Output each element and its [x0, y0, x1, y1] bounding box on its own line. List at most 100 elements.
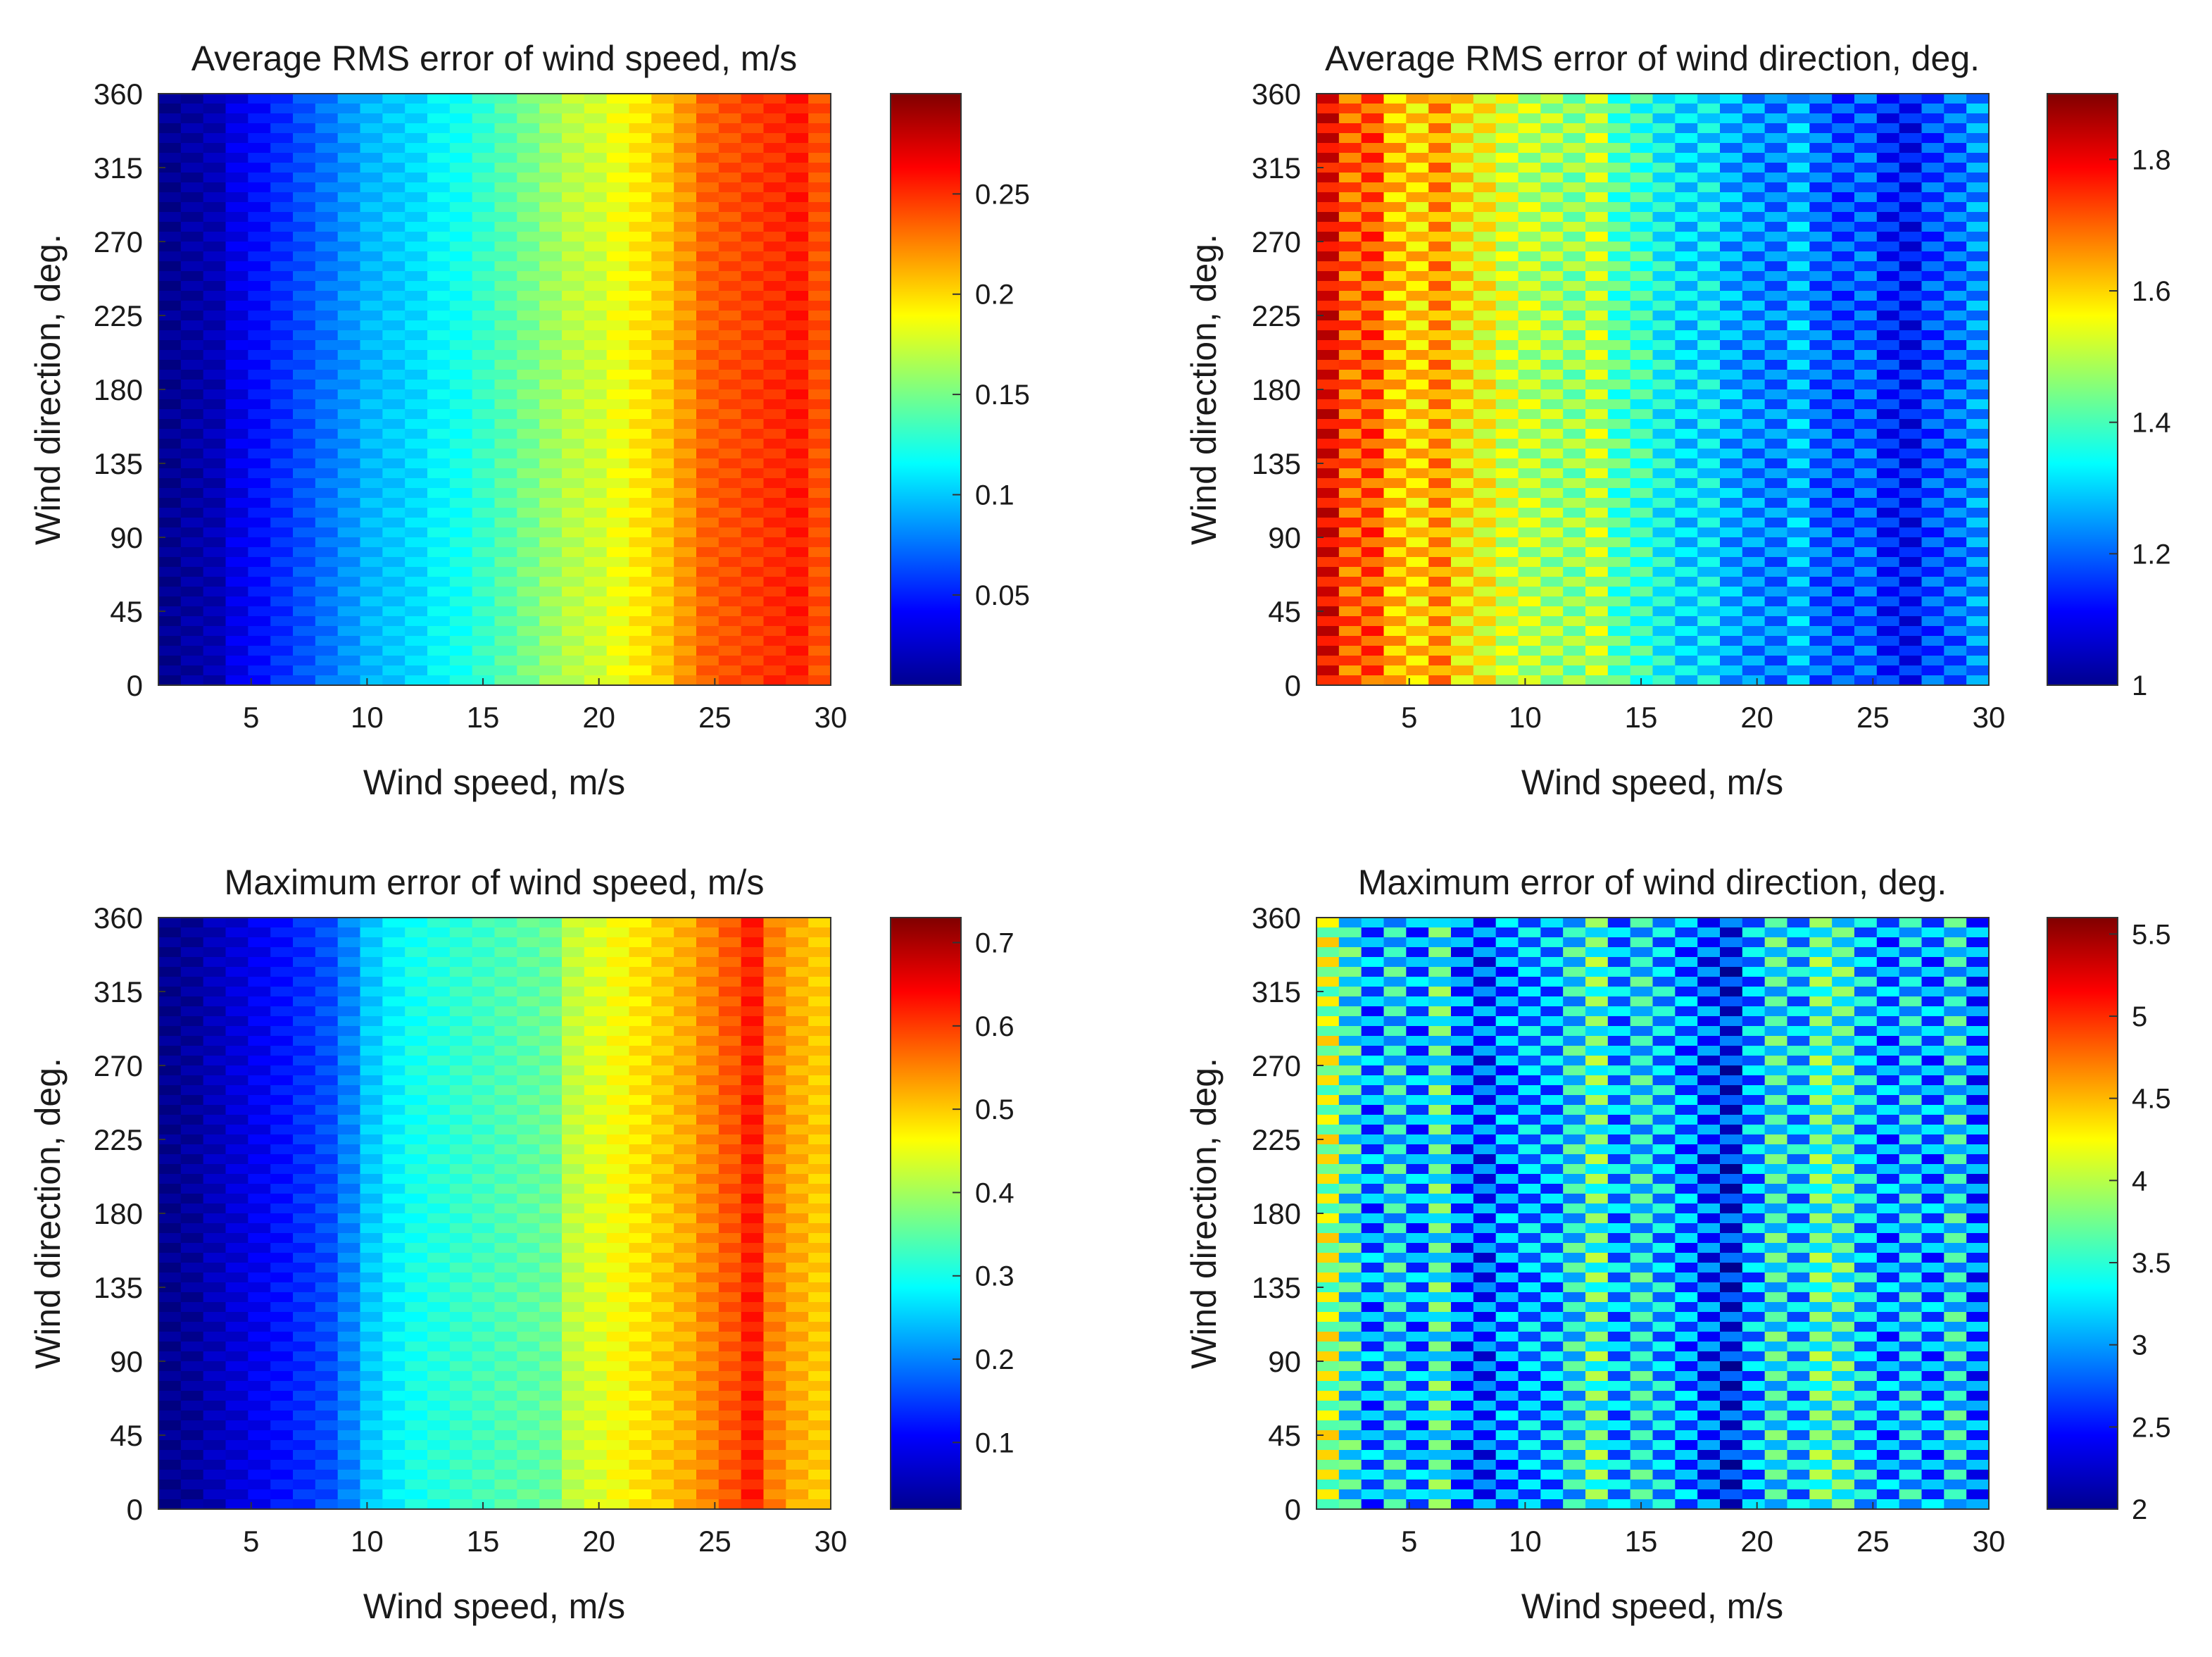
heatmap-cell	[1899, 143, 1923, 154]
heatmap-cell	[584, 947, 608, 958]
heatmap-cell	[606, 957, 630, 968]
heatmap-cell	[382, 527, 406, 538]
heatmap-cell	[203, 1075, 227, 1086]
heatmap-cell	[1832, 449, 1855, 459]
heatmap-cell	[472, 301, 496, 311]
heatmap-cell	[449, 587, 473, 597]
heatmap-cell	[360, 1154, 383, 1165]
heatmap-cell	[763, 251, 786, 262]
heatmap-cell	[1787, 616, 1810, 627]
heatmap-cell	[337, 675, 361, 686]
heatmap-cell	[1383, 596, 1407, 607]
heatmap-cell	[696, 596, 719, 607]
heatmap-cell	[539, 301, 563, 311]
heatmap-cell	[517, 1263, 540, 1273]
heatmap-cell	[270, 947, 294, 958]
heatmap-cell	[606, 1371, 630, 1382]
heatmap-cell	[427, 1115, 451, 1125]
heatmap-cell	[270, 399, 294, 410]
heatmap-cell	[180, 271, 204, 282]
heatmap-cell	[1899, 547, 1923, 558]
heatmap-cell	[1361, 626, 1385, 637]
heatmap-cell	[1563, 360, 1586, 370]
heatmap-cell	[562, 330, 585, 341]
heatmap-cell	[562, 1174, 585, 1184]
heatmap-cell	[584, 1203, 608, 1214]
heatmap-cell	[180, 449, 204, 459]
heatmap-cell	[449, 996, 473, 1007]
heatmap-cell	[427, 937, 451, 948]
heatmap-cell	[1451, 429, 1474, 439]
heatmap-cell	[1518, 370, 1541, 380]
heatmap-cell	[1742, 577, 1766, 587]
heatmap-cell	[427, 1026, 451, 1037]
heatmap-cell	[248, 527, 271, 538]
heatmap-cell	[472, 656, 496, 666]
heatmap-cell	[539, 94, 563, 104]
heatmap-cell	[1473, 665, 1497, 676]
heatmap-cell	[1630, 271, 1654, 282]
heatmap-cell	[1451, 192, 1474, 203]
heatmap-cell	[293, 606, 316, 617]
heatmap-cell	[494, 606, 517, 617]
y-tick-label: 90	[1268, 521, 1301, 554]
heatmap-cell	[606, 340, 630, 351]
heatmap-cell	[696, 104, 719, 114]
heatmap-cell	[808, 123, 831, 134]
heatmap-cell	[584, 1243, 608, 1253]
heatmap-cell	[606, 350, 630, 361]
heatmap-cell	[562, 1253, 585, 1263]
heatmap-cell	[606, 1302, 630, 1313]
heatmap-cell	[360, 281, 383, 292]
heatmap-cell	[1563, 232, 1586, 242]
heatmap-cell	[472, 967, 496, 977]
heatmap-cell	[337, 468, 361, 479]
heatmap-cell	[539, 1134, 563, 1145]
heatmap-cell	[741, 419, 765, 430]
heatmap-cell	[449, 468, 473, 479]
heatmap-cell	[180, 1016, 204, 1027]
heatmap-cell	[1652, 587, 1676, 597]
heatmap-cell	[494, 646, 517, 656]
heatmap-cell	[382, 468, 406, 479]
heatmap-cell	[248, 1401, 271, 1411]
heatmap-cell	[1787, 320, 1810, 331]
heatmap-cell	[1361, 380, 1385, 390]
heatmap-cell	[1338, 113, 1362, 124]
heatmap-cell	[405, 173, 428, 183]
heatmap-cell	[786, 518, 809, 528]
heatmap-cell	[1338, 281, 1362, 292]
heatmap-cell	[1607, 468, 1631, 479]
heatmap-cell	[562, 1263, 585, 1273]
heatmap-cell	[1899, 616, 1923, 627]
heatmap-cell	[1451, 409, 1474, 420]
heatmap-cell	[629, 478, 652, 489]
heatmap-cell	[360, 251, 383, 262]
heatmap-cell	[315, 232, 339, 242]
heatmap-cell	[1697, 567, 1721, 577]
heatmap-cell	[718, 192, 742, 203]
heatmap-cell	[158, 143, 182, 154]
heatmap-cell	[606, 192, 630, 203]
heatmap-cell	[337, 527, 361, 538]
heatmap-cell	[786, 656, 809, 666]
heatmap-cell	[472, 1213, 496, 1224]
heatmap-cell	[786, 665, 809, 676]
heatmap-cell	[1944, 488, 1967, 499]
heatmap-cell	[382, 202, 406, 213]
heatmap-cell	[1697, 94, 1721, 104]
heatmap-cell	[651, 468, 674, 479]
heatmap-cell	[449, 163, 473, 173]
heatmap-cell	[225, 596, 249, 607]
heatmap-cell	[225, 350, 249, 361]
heatmap-cell	[1338, 153, 1362, 163]
heatmap-cell	[1742, 606, 1766, 617]
heatmap-cell	[180, 153, 204, 163]
heatmap-cell	[584, 1332, 608, 1342]
heatmap-cell	[203, 557, 227, 568]
heatmap-cell	[1809, 143, 1833, 154]
heatmap-cell	[1540, 498, 1564, 508]
heatmap-cell	[1607, 123, 1631, 134]
heatmap-cell	[203, 251, 227, 262]
heatmap-cell	[315, 1292, 339, 1303]
